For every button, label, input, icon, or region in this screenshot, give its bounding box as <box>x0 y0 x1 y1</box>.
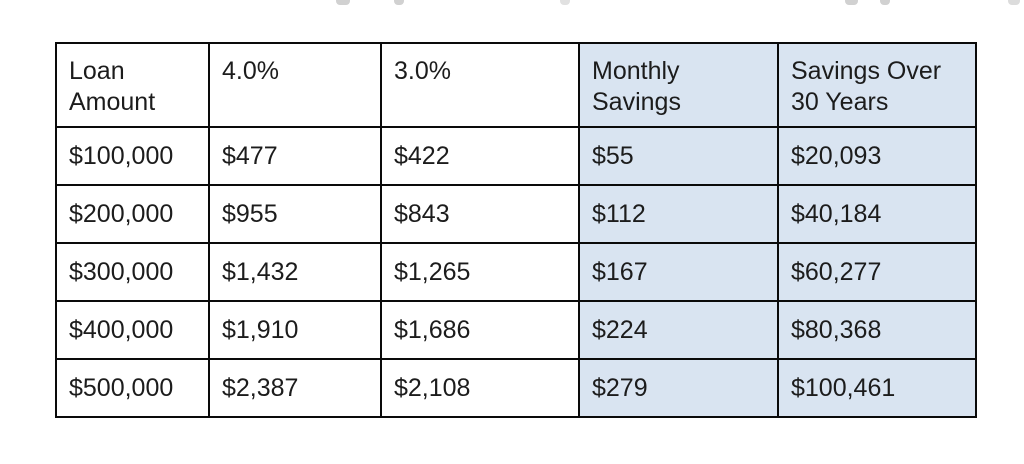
cell-payment-3pct: $2,108 <box>380 358 580 418</box>
column-header-rate-4: 4.0% <box>208 42 382 128</box>
cell-payment-4pct: $2,387 <box>208 358 382 418</box>
cell-monthly-savings: $224 <box>578 300 779 360</box>
loan-savings-table: Loan Amount 4.0% 3.0% Monthly Savings Sa… <box>55 42 977 418</box>
cell-payment-3pct: $422 <box>380 126 580 186</box>
table-row: $500,000 $2,387 $2,108 $279 $100,461 <box>55 358 977 418</box>
table-row: $400,000 $1,910 $1,686 $224 $80,368 <box>55 300 977 360</box>
cell-payment-4pct: $1,910 <box>208 300 382 360</box>
column-header-loan-amount: Loan Amount <box>55 42 210 128</box>
cell-loan-amount: $300,000 <box>55 242 210 302</box>
column-header-rate-3: 3.0% <box>380 42 580 128</box>
cell-monthly-savings: $167 <box>578 242 779 302</box>
cell-payment-4pct: $955 <box>208 184 382 244</box>
cell-savings-30yr: $80,368 <box>777 300 977 360</box>
table-row: $100,000 $477 $422 $55 $20,093 <box>55 126 977 186</box>
cell-monthly-savings: $279 <box>578 358 779 418</box>
cell-monthly-savings: $112 <box>578 184 779 244</box>
cropped-text-remnant <box>1008 0 1020 5</box>
table-header-row: Loan Amount 4.0% 3.0% Monthly Savings Sa… <box>55 42 977 128</box>
cropped-text-remnant <box>880 0 890 5</box>
cell-savings-30yr: $20,093 <box>777 126 977 186</box>
column-header-monthly-savings: Monthly Savings <box>578 42 779 128</box>
cell-monthly-savings: $55 <box>578 126 779 186</box>
cropped-text-remnant <box>336 0 350 5</box>
cropped-text-remnant <box>560 0 570 5</box>
cell-payment-3pct: $1,686 <box>380 300 580 360</box>
cell-savings-30yr: $60,277 <box>777 242 977 302</box>
cell-savings-30yr: $100,461 <box>777 358 977 418</box>
cell-payment-3pct: $1,265 <box>380 242 580 302</box>
cell-loan-amount: $400,000 <box>55 300 210 360</box>
cell-loan-amount: $200,000 <box>55 184 210 244</box>
cell-payment-3pct: $843 <box>380 184 580 244</box>
cell-loan-amount: $500,000 <box>55 358 210 418</box>
column-header-savings-30-years: Savings Over 30 Years <box>777 42 977 128</box>
cell-savings-30yr: $40,184 <box>777 184 977 244</box>
cropped-text-remnant <box>394 0 404 5</box>
cropped-text-remnant <box>845 0 858 5</box>
table-row: $200,000 $955 $843 $112 $40,184 <box>55 184 977 244</box>
table-row: $300,000 $1,432 $1,265 $167 $60,277 <box>55 242 977 302</box>
cell-loan-amount: $100,000 <box>55 126 210 186</box>
cell-payment-4pct: $1,432 <box>208 242 382 302</box>
cell-payment-4pct: $477 <box>208 126 382 186</box>
